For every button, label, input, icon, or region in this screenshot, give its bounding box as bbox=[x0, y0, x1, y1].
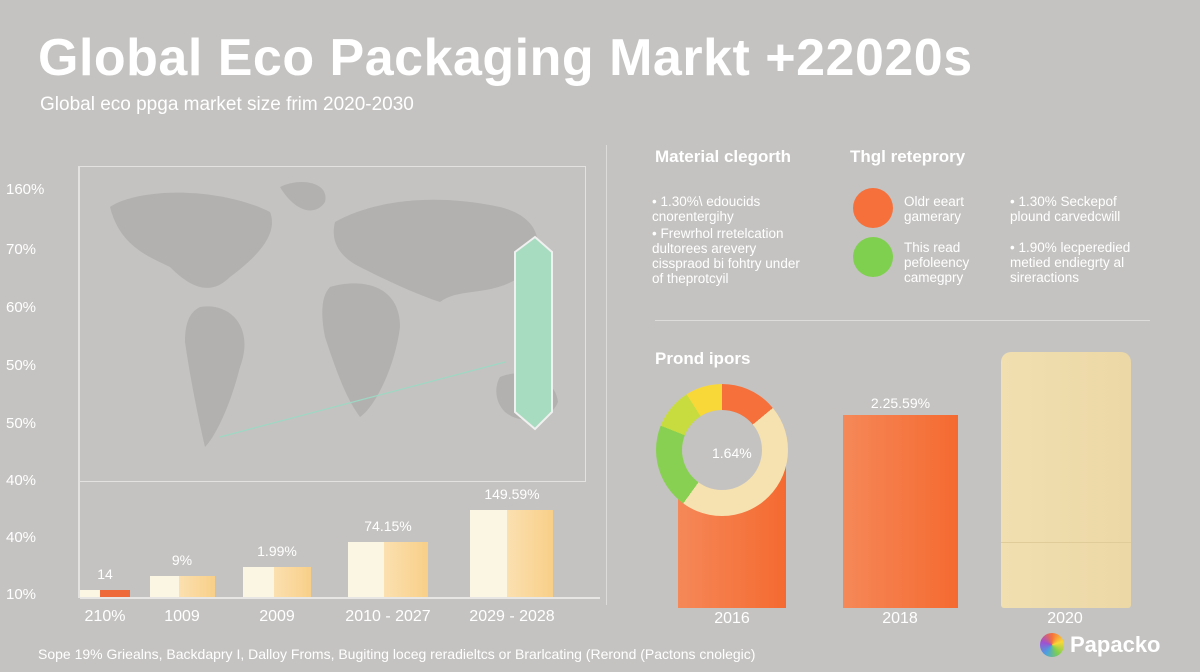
x-tick: 2016 bbox=[714, 610, 750, 627]
bar-data-label: 1.99% bbox=[257, 543, 297, 560]
legend-heading: Thgl reteprory bbox=[850, 147, 966, 166]
material-heading: Material clegorth bbox=[655, 147, 792, 166]
bullet-text: 1.30%\ edoucids cnorentergihy bbox=[652, 194, 761, 224]
legend-label: Oldr eeart gamerary bbox=[904, 194, 965, 224]
y-tick: 160% bbox=[6, 181, 45, 198]
legend-bullet: • 1.30% Seckepof plound carvedcwill bbox=[1010, 194, 1121, 224]
bar-light bbox=[348, 541, 384, 597]
donut-hole bbox=[682, 410, 762, 490]
legend-swatch-orange bbox=[853, 188, 893, 228]
paper-bag-image bbox=[1001, 352, 1131, 608]
x-tick: 2010 - 2027 bbox=[345, 608, 431, 625]
bar-light bbox=[150, 576, 180, 597]
legend-swatch-green bbox=[853, 237, 893, 277]
y-tick: 50% bbox=[6, 415, 37, 432]
bar-gradient bbox=[100, 590, 130, 597]
bar-data-label: 149.59% bbox=[484, 485, 540, 502]
bar-gradient bbox=[507, 509, 553, 597]
y-tick: 50% bbox=[6, 357, 37, 374]
bar-gradient bbox=[273, 567, 311, 597]
bar-data-label: 9% bbox=[171, 552, 193, 568]
x-tick: 2029 - 2028 bbox=[469, 608, 555, 625]
source-footnote: Sope 19% Griealns, Backdapry I, Dalloy F… bbox=[38, 646, 756, 662]
donut-title: Prond ipors bbox=[655, 349, 751, 368]
page-subtitle: Global eco ppga market size frim 2020-20… bbox=[40, 94, 414, 115]
x-tick: 2018 bbox=[882, 610, 918, 627]
bar-light bbox=[243, 567, 274, 597]
y-tick: 40% bbox=[6, 529, 37, 546]
y-tick: 40% bbox=[6, 472, 37, 489]
world-map-illustration bbox=[110, 182, 558, 447]
bar-data-label: 14 bbox=[97, 566, 113, 583]
bullet-text: 1.30% Seckepof plound carvedcwill bbox=[1010, 194, 1121, 224]
world-map-panel bbox=[78, 166, 586, 482]
material-bullet: • 1.30%\ edoucids cnorentergihy bbox=[652, 194, 761, 224]
x-tick: 2020 bbox=[1047, 610, 1083, 627]
donut-chart: 1.64% bbox=[656, 384, 788, 516]
bar-2018-label: 2.25.59% bbox=[870, 395, 931, 411]
bar-gradient bbox=[384, 541, 428, 597]
brand-name: Papacko bbox=[1070, 632, 1161, 657]
x-tick: 2009 bbox=[259, 608, 295, 625]
y-tick: 70% bbox=[6, 241, 37, 258]
page-title: Global Eco Packaging Markt +22020s bbox=[38, 29, 973, 87]
y-tick: 60% bbox=[6, 299, 37, 316]
donut-center-label: 1.64% bbox=[712, 445, 752, 461]
legend-label: This read pefoleency camegpry bbox=[904, 240, 970, 285]
brand-logo: Papacko bbox=[1040, 632, 1161, 658]
legend-bullet: • 1.90% lecperedied metied endiegrty al … bbox=[1010, 240, 1131, 285]
brand-icon bbox=[1040, 633, 1064, 657]
bar-data-label: 74.15% bbox=[364, 517, 412, 534]
x-tick: 1009 bbox=[164, 608, 200, 625]
x-axis-line bbox=[80, 597, 600, 599]
highlight-region bbox=[514, 235, 553, 431]
divider bbox=[655, 320, 1150, 321]
bullet-text: Frewrhol rretelcation dultorees arevery … bbox=[652, 226, 800, 286]
material-bullet: • Frewrhol rretelcation dultorees arever… bbox=[652, 226, 800, 286]
bullet-text: 1.90% lecperedied metied endiegrty al si… bbox=[1010, 240, 1131, 285]
bar-gradient bbox=[179, 576, 215, 597]
y-axis-line bbox=[78, 480, 80, 598]
divider bbox=[606, 145, 607, 605]
bar-2018 bbox=[843, 415, 958, 608]
x-tick: 210% bbox=[84, 608, 126, 625]
y-tick: 10% bbox=[6, 586, 37, 603]
bar-light bbox=[470, 509, 508, 597]
bar-light bbox=[80, 590, 100, 597]
